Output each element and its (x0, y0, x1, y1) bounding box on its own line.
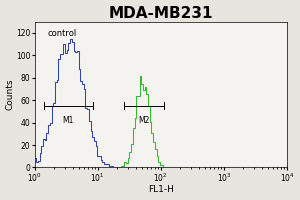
Y-axis label: Counts: Counts (6, 79, 15, 110)
Title: MDA-MB231: MDA-MB231 (109, 6, 213, 21)
Text: M1: M1 (63, 116, 74, 125)
X-axis label: FL1-H: FL1-H (148, 185, 174, 194)
Text: control: control (47, 29, 76, 38)
Text: M2: M2 (138, 116, 150, 125)
